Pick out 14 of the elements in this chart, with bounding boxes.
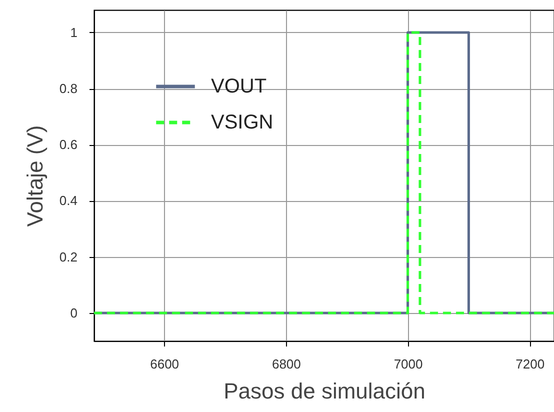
x-tick-label: 7200 — [516, 356, 545, 372]
y-tick-label: 0.6 — [59, 137, 78, 152]
x-tick-label: 7000 — [394, 356, 423, 372]
y-tick-label: 0.8 — [59, 81, 78, 96]
y-tick-label: 0.2 — [59, 249, 78, 264]
x-tick-label: 6800 — [272, 356, 301, 372]
legend-label: VOUT — [211, 76, 267, 98]
y-tick-label: 0 — [70, 305, 78, 320]
x-tick-label: 6600 — [150, 356, 180, 372]
y-tick-label: 1 — [70, 24, 78, 40]
legend-label: VSIGN — [211, 112, 274, 134]
x-axis-title: Pasos de simulación — [224, 378, 426, 404]
y-tick-label: 0.4 — [59, 193, 78, 208]
y-axis-title: Voltaje (V) — [22, 125, 48, 227]
